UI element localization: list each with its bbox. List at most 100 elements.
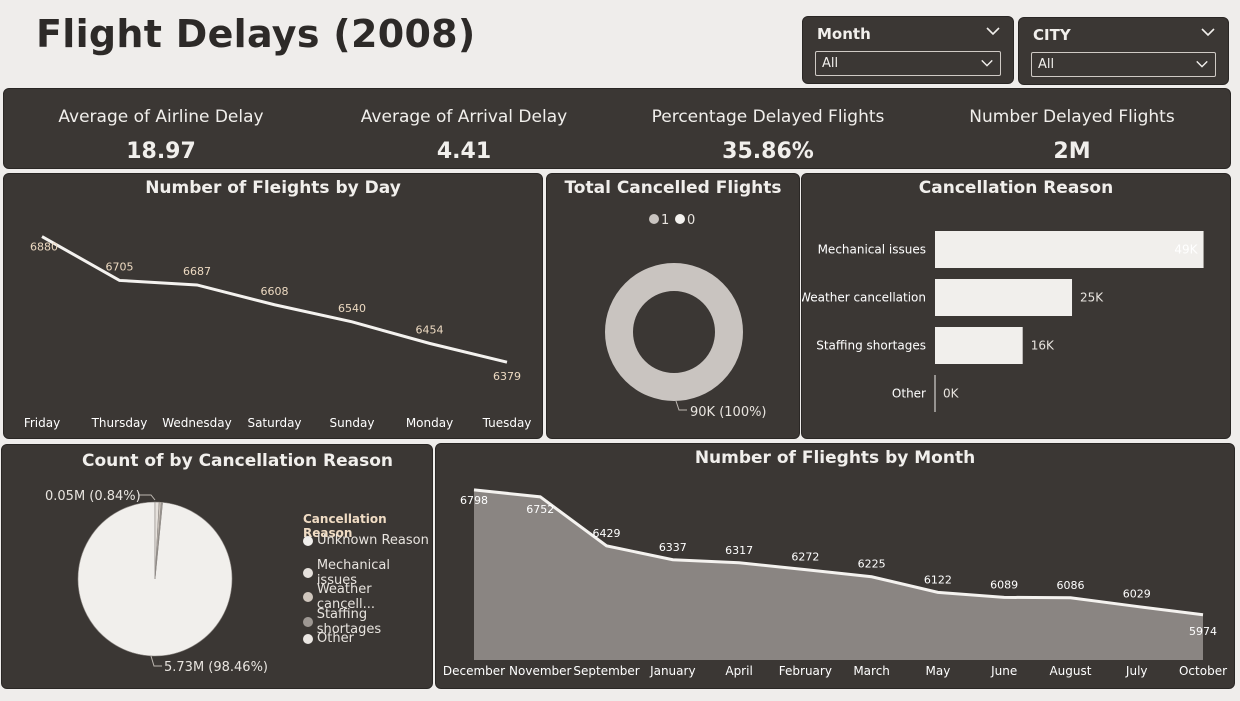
flights-by-month-panel[interactable]: Number of Flieghts by Month 6798 December… — [435, 443, 1235, 689]
x-tick-label: July — [1125, 664, 1148, 678]
chevron-down-icon[interactable] — [985, 23, 1001, 39]
kpi-airline-delay: Average of Airline Delay 18.97 — [11, 107, 311, 164]
chart-title: Number of Fleights by Day — [145, 178, 401, 198]
bar — [935, 327, 1023, 364]
city-slicer[interactable]: CITY All — [1018, 17, 1229, 85]
x-tick-label: June — [990, 664, 1017, 678]
legend-item[interactable]: Other — [303, 631, 354, 646]
x-tick-label: Saturday — [247, 416, 301, 430]
month-slicer[interactable]: Month All — [802, 16, 1014, 84]
city-dropdown[interactable]: All — [1031, 52, 1216, 77]
data-label: 90K (100%) — [690, 405, 767, 420]
data-label: 5974 — [1189, 625, 1217, 638]
data-label: 6454 — [416, 323, 444, 336]
data-label: 6880 — [30, 241, 58, 254]
kpi-number-delayed: Number Delayed Flights 2M — [922, 107, 1222, 164]
data-label: 6225 — [858, 558, 886, 571]
kpi-label: Average of Arrival Delay — [360, 107, 568, 127]
legend-label: Staffing shortages — [316, 606, 382, 637]
x-tick-label: Tuesday — [482, 416, 532, 430]
legend-item[interactable]: Staffing shortages — [303, 607, 432, 637]
cancellation-reason-panel[interactable]: Cancellation Reason Mechanical issues 49K… — [801, 173, 1231, 439]
pie-slice — [154, 501, 163, 580]
page-title: Flight Delays (2008) — [36, 12, 476, 56]
kpi-value: 18.97 — [126, 139, 196, 164]
kpi-label: Percentage Delayed Flights — [651, 107, 885, 127]
chevron-down-icon[interactable] — [1200, 24, 1216, 40]
legend-label: Other — [317, 631, 354, 646]
data-label: 6798 — [460, 494, 488, 507]
flights-by-day-panel[interactable]: Number of Fleights by Day 6880 Friday 6705… — [3, 173, 543, 439]
chart-title: Number of Flieghts by Month — [694, 448, 976, 468]
data-label: 6429 — [593, 527, 621, 540]
kpi-label: Average of Airline Delay — [58, 107, 264, 127]
month-series-line — [473, 488, 1204, 617]
x-tick-label: Monday — [406, 416, 453, 430]
kpi-value: 2M — [1053, 139, 1091, 164]
legend-marker — [303, 616, 313, 627]
legend-marker — [675, 214, 685, 224]
x-tick-label: April — [725, 664, 752, 678]
data-label: 6540 — [338, 302, 366, 315]
bar — [935, 231, 1204, 268]
legend-marker — [303, 567, 313, 578]
y-tick-label: Weather cancellation — [802, 291, 926, 305]
cancellation-reason-pie[interactable]: 0.05M (0.84%) 5.73M (98.46%) — [2, 445, 302, 690]
legend-marker — [649, 214, 659, 224]
flights-by-month-chart[interactable]: 6798 December 6752 November 6429 September 633… — [436, 444, 1236, 690]
kpi-label: Number Delayed Flights — [969, 107, 1175, 127]
x-tick-label: March — [853, 664, 890, 678]
x-tick-label: Wednesday — [162, 416, 231, 430]
data-label: 6029 — [1123, 587, 1151, 600]
data-label: 6317 — [725, 544, 753, 557]
legend-label: Weather cancell... — [316, 582, 375, 612]
data-label: 6752 — [526, 503, 554, 516]
x-tick-label: September — [573, 664, 639, 678]
data-label: 5.73M (98.46%) — [164, 660, 268, 675]
month-slicer-label: Month — [817, 25, 871, 43]
data-label: 6086 — [1056, 579, 1084, 592]
kpi-value: 35.86% — [722, 139, 814, 164]
day-series-line — [41, 235, 508, 364]
data-label: 6272 — [791, 551, 819, 564]
legend-item[interactable]: Unknown Reason — [303, 533, 429, 548]
x-tick-label: February — [779, 664, 832, 678]
legend-item[interactable]: Mechanical issues — [303, 558, 432, 588]
leader-line — [675, 400, 687, 411]
chart-title: Count of by Cancellation Reason — [82, 451, 393, 471]
total-cancelled-donut[interactable]: 1 0 90K (100%) — [547, 174, 801, 440]
city-dropdown-value: All — [1038, 57, 1055, 72]
data-label: 25K — [1080, 291, 1104, 305]
x-tick-label: December — [443, 664, 505, 678]
kpi-panel: Average of Airline Delay 18.97 Average o… — [3, 88, 1231, 169]
legend-marker — [303, 592, 313, 602]
data-label: 6705 — [106, 260, 134, 273]
data-label: 6089 — [990, 578, 1018, 591]
flights-by-day-chart[interactable]: 6880 Friday 6705 Thursday 6687 Wednesday 6608 S… — [4, 174, 544, 440]
y-tick-label: Staffing shortages — [816, 339, 926, 353]
area-fill — [474, 489, 1203, 660]
x-tick-label: May — [926, 664, 951, 678]
legend-item[interactable]: Weather cancell... — [303, 582, 432, 612]
data-label: 6379 — [493, 370, 521, 383]
data-label: 6608 — [261, 285, 289, 298]
x-tick-label: January — [649, 664, 696, 678]
chevron-down-icon — [1196, 60, 1208, 68]
data-label: 49K — [1174, 243, 1198, 257]
kpi-arrival-delay: Average of Arrival Delay 4.41 — [314, 107, 614, 164]
kpi-value: 4.41 — [436, 139, 492, 164]
chevron-down-icon — [981, 59, 993, 67]
legend-label: Mechanical issues — [316, 557, 390, 588]
chart-title: Total Cancelled Flights — [564, 178, 782, 198]
data-label: 6337 — [659, 541, 687, 554]
month-dropdown[interactable]: All — [815, 51, 1001, 76]
cancellation-pie-panel[interactable]: Count of by Cancellation Reason 0.05M (0… — [1, 444, 433, 689]
legend-label: 1 — [661, 213, 669, 228]
x-tick-label: November — [509, 664, 571, 678]
total-cancelled-panel[interactable]: Total Cancelled Flights 1 0 90K (100%) — [546, 173, 800, 439]
cancellation-reason-bar-chart[interactable]: Mechanical issues 49K Weather cancellation… — [802, 174, 1232, 440]
leader-line — [150, 655, 162, 667]
kpi-percentage-delayed: Percentage Delayed Flights 35.86% — [618, 107, 918, 164]
x-tick-label: August — [1049, 664, 1091, 678]
legend-label: 0 — [687, 213, 695, 228]
